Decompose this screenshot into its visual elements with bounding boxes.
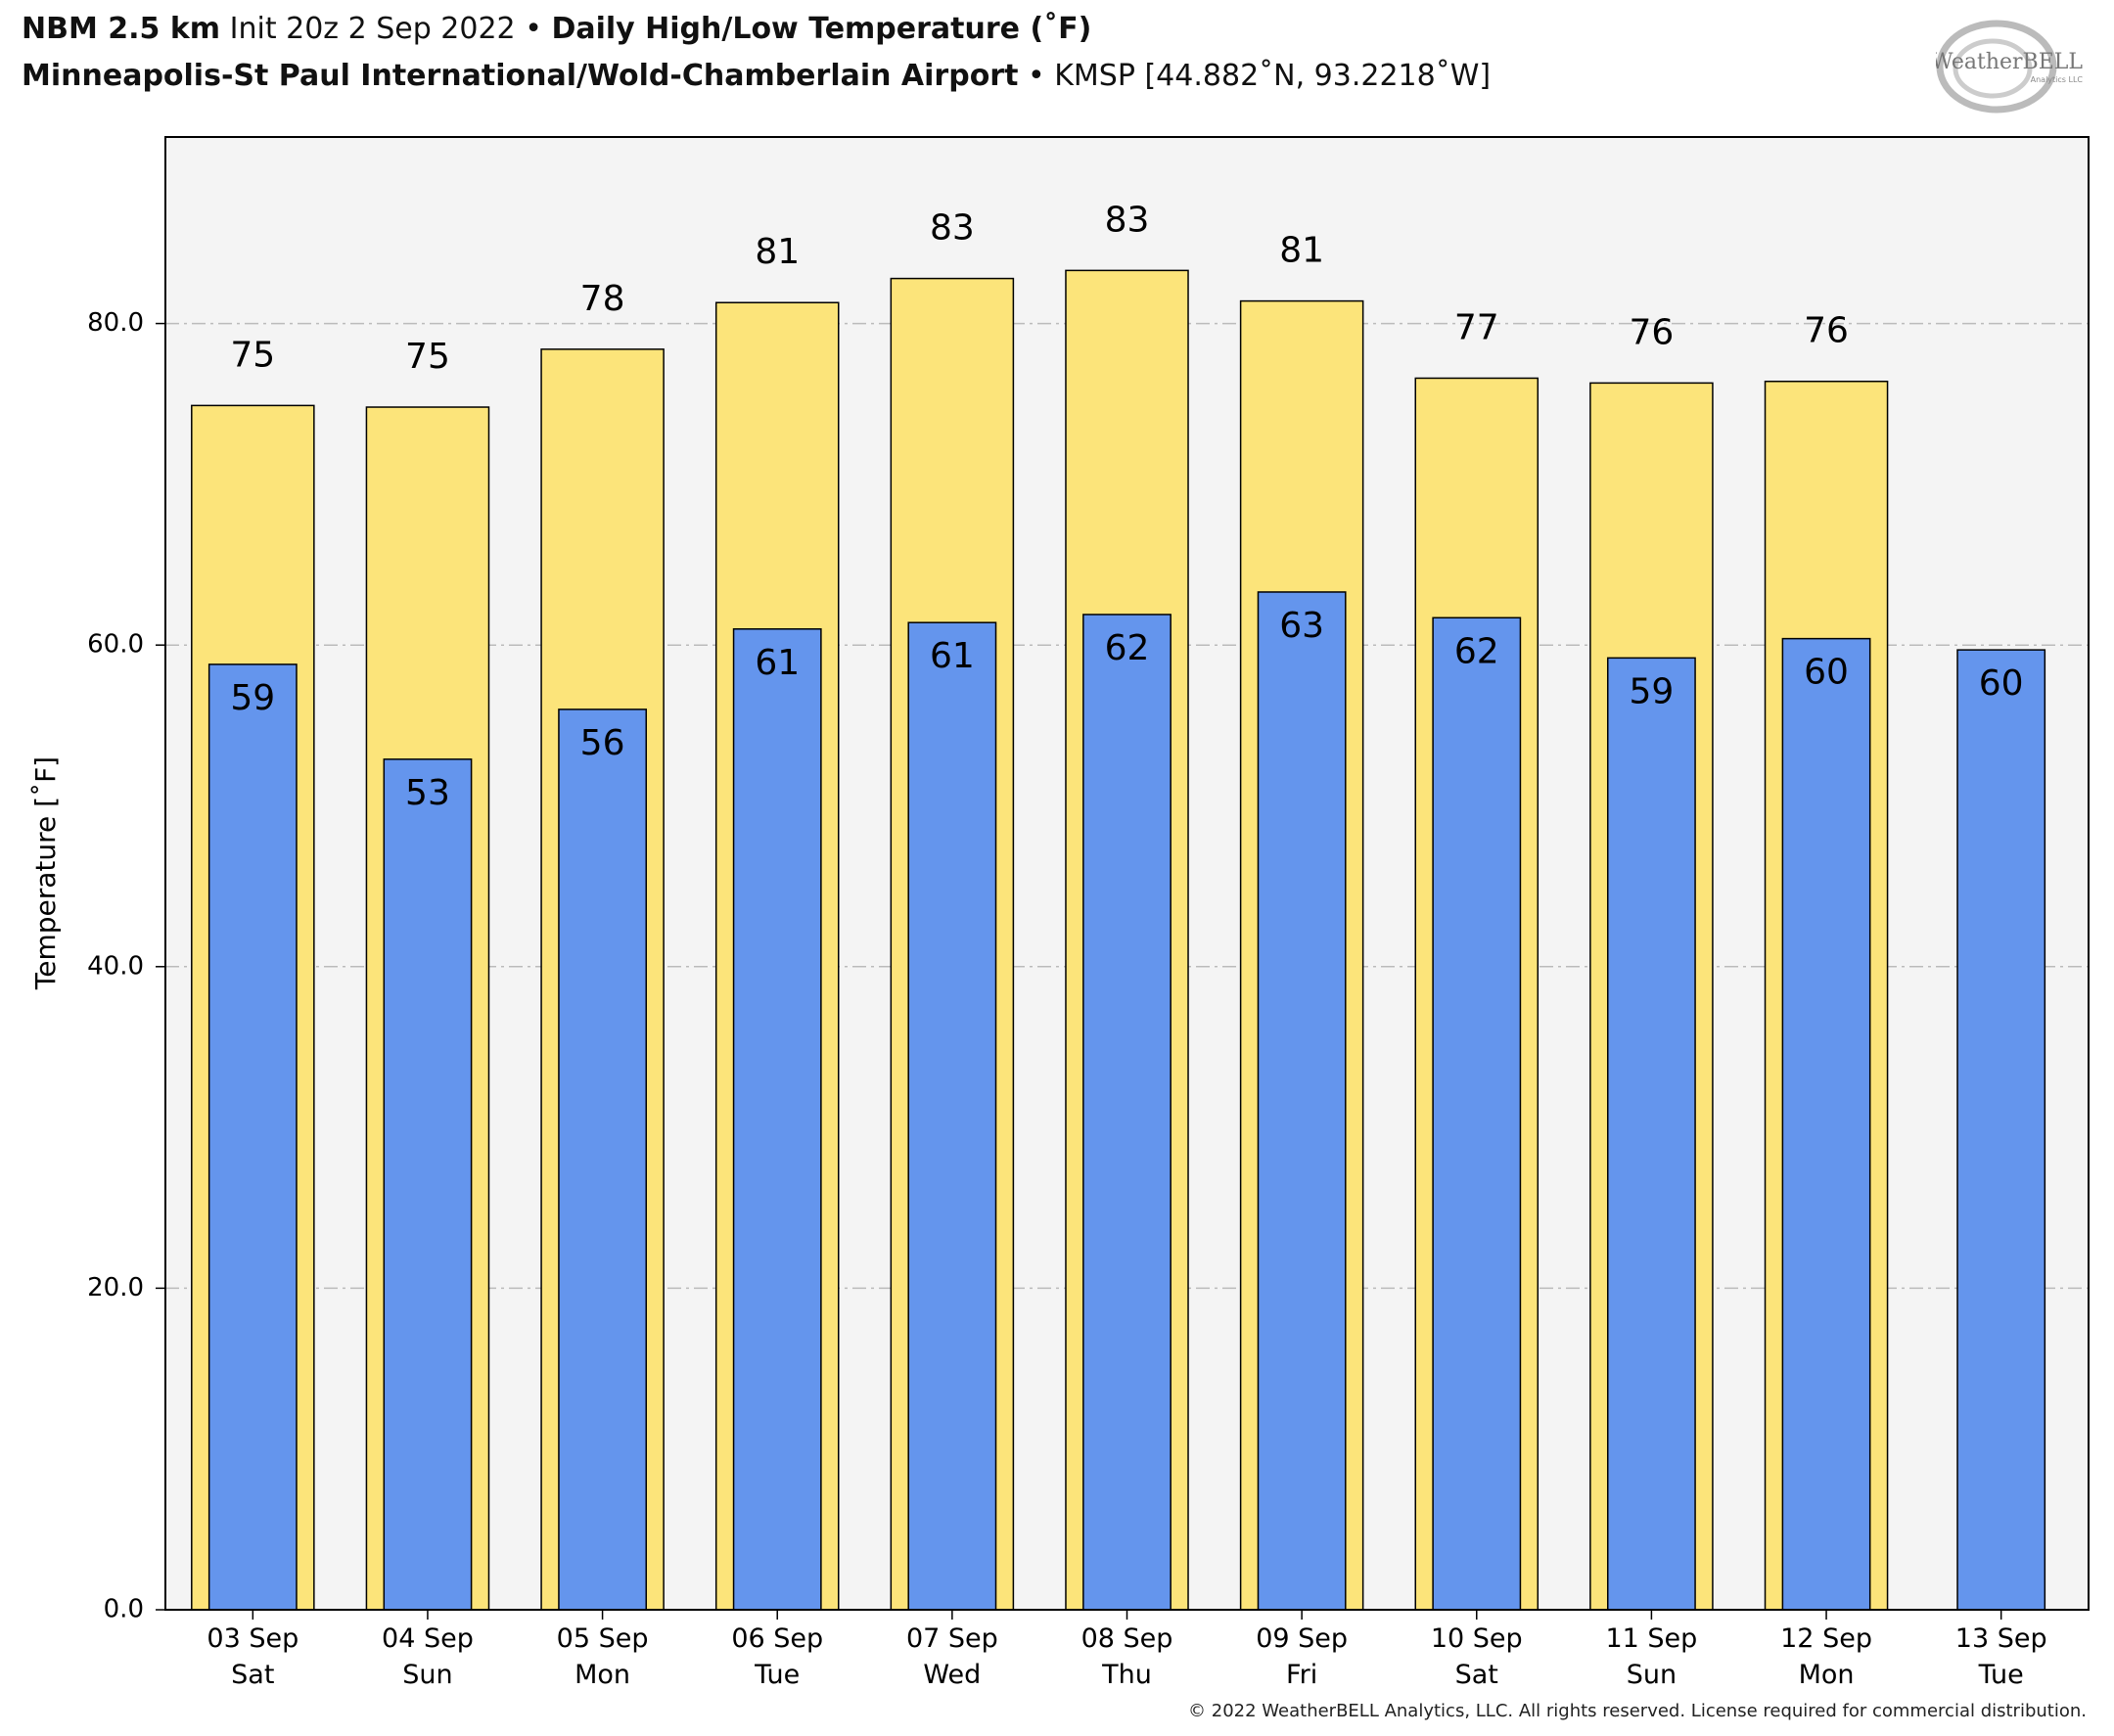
title-part: • — [525, 12, 542, 46]
bar — [1257, 591, 1347, 1611]
value-label: 76 — [1804, 311, 1849, 351]
logo-text: WeatherBELL — [1936, 50, 2083, 74]
x-tick-label-day: Fri — [1286, 1660, 1317, 1690]
y-tick-label: 40.0 — [87, 951, 144, 981]
x-tick-label-day: Tue — [1978, 1660, 2024, 1690]
x-tick-label-day: Sat — [1455, 1660, 1498, 1690]
value-label: 59 — [230, 678, 275, 718]
title-part: Init 20z 2 Sep 2022 — [229, 12, 516, 46]
x-tick-label-day: Sun — [402, 1660, 452, 1690]
y-tick-label: 0.0 — [104, 1595, 144, 1624]
title-part: NBM 2.5 km — [22, 12, 221, 46]
x-tick-label: 08 Sep — [1081, 1623, 1173, 1654]
subtitle: Minneapolis-St Paul International/Wold-C… — [22, 59, 1491, 93]
value-label: 60 — [1979, 663, 2024, 704]
logo-swirl — [1953, 38, 2033, 99]
value-label: 53 — [405, 773, 450, 813]
bar — [207, 663, 298, 1611]
x-tick-label: 11 Sep — [1605, 1623, 1697, 1654]
x-tick-label: 03 Sep — [207, 1623, 299, 1654]
value-label: 62 — [1105, 628, 1150, 668]
value-label: 78 — [580, 279, 625, 319]
bar — [1082, 614, 1172, 1611]
value-label: 59 — [1630, 671, 1675, 711]
value-label: 61 — [930, 636, 975, 676]
x-tick-label: 10 Sep — [1431, 1623, 1523, 1654]
value-label: 83 — [1105, 200, 1150, 240]
bar — [1781, 637, 1871, 1611]
value-label: 56 — [580, 723, 625, 763]
logo-swirl — [1936, 20, 2057, 114]
y-axis-label: Temperature [˚F] — [29, 756, 62, 990]
bar — [907, 621, 997, 1611]
bar — [732, 628, 822, 1611]
value-label: 60 — [1804, 653, 1849, 693]
bar — [383, 758, 473, 1611]
x-tick-label-day: Mon — [1799, 1660, 1855, 1690]
x-tick-label: 13 Sep — [1955, 1623, 2047, 1654]
bar — [1432, 617, 1522, 1611]
y-tick-label: 60.0 — [87, 630, 144, 660]
x-tick-label: 05 Sep — [557, 1623, 649, 1654]
y-tick-label: 80.0 — [87, 308, 144, 338]
x-tick-label-day: Mon — [574, 1660, 630, 1690]
x-tick-label-day: Sat — [231, 1660, 274, 1690]
value-label: 76 — [1630, 312, 1675, 352]
subtitle-part: Minneapolis-St Paul International/Wold-C… — [22, 59, 1019, 93]
y-tick-label: 20.0 — [87, 1273, 144, 1302]
plot-frame — [164, 136, 2090, 1611]
value-label: 81 — [1279, 231, 1324, 271]
x-tick-label: 06 Sep — [731, 1623, 823, 1654]
title: NBM 2.5 km Init 20z 2 Sep 2022 • Daily H… — [22, 12, 1091, 46]
x-tick-label-day: Thu — [1101, 1660, 1152, 1690]
logo: WeatherBELL Analytics LLC — [1936, 20, 2084, 114]
value-label: 75 — [230, 335, 275, 375]
value-label: 62 — [1454, 631, 1499, 671]
value-label: 63 — [1279, 606, 1324, 646]
x-tick-label-day: Tue — [754, 1660, 800, 1690]
title-part: Daily High/Low Temperature (˚F) — [551, 12, 1092, 46]
logo-subtext: Analytics LLC — [2031, 75, 2084, 84]
bar — [1607, 657, 1696, 1611]
x-tick-label-day: Wed — [923, 1660, 981, 1690]
x-tick-label: 12 Sep — [1780, 1623, 1872, 1654]
subtitle-part: KMSP [44.882˚N, 93.2218˚W] — [1054, 59, 1492, 93]
x-tick-label: 07 Sep — [906, 1623, 998, 1654]
footnote: © 2022 WeatherBELL Analytics, LLC. All r… — [1188, 1701, 2087, 1721]
subtitle-part: • — [1028, 59, 1045, 93]
value-label: 81 — [755, 232, 800, 272]
bar — [558, 708, 648, 1611]
value-label: 83 — [930, 208, 975, 249]
value-label: 75 — [405, 337, 450, 377]
value-label: 77 — [1454, 307, 1499, 347]
bar — [1956, 649, 2046, 1611]
x-tick-label-day: Sun — [1627, 1660, 1677, 1690]
x-tick-label: 09 Sep — [1256, 1623, 1348, 1654]
x-tick-label: 04 Sep — [382, 1623, 474, 1654]
value-label: 61 — [755, 643, 800, 683]
